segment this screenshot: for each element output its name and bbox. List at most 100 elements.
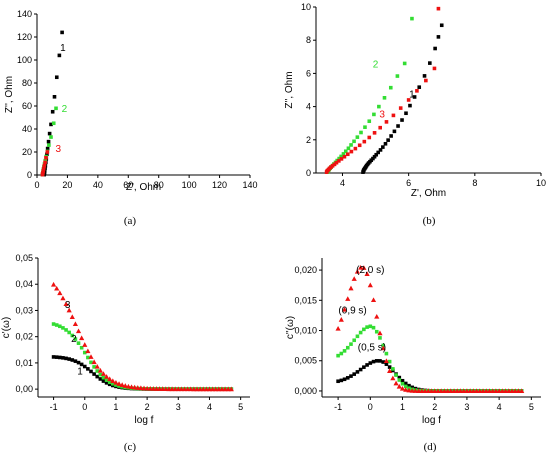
- data-point: [400, 381, 405, 386]
- data-point: [54, 355, 59, 359]
- data-point: [368, 324, 373, 329]
- x-tick-label: 140: [242, 180, 257, 190]
- series-annotation: 2: [373, 60, 379, 71]
- series-annotation: 1: [409, 89, 415, 100]
- data-point: [391, 113, 396, 118]
- series-(0,9 s): [336, 324, 524, 393]
- series-3: [40, 150, 50, 177]
- data-point: [362, 327, 366, 332]
- data-point: [382, 96, 387, 100]
- y-tick-label: 0,005: [294, 356, 317, 366]
- data-point: [384, 351, 389, 356]
- data-point: [92, 372, 96, 376]
- data-point: [358, 264, 364, 270]
- y-axis-label: Z'', Ohm: [4, 76, 15, 113]
- data-point: [378, 125, 382, 130]
- data-point: [415, 89, 419, 93]
- data-point: [54, 285, 60, 291]
- data-point: [376, 150, 381, 155]
- x-tick-label: 0: [368, 402, 373, 412]
- data-point: [75, 328, 82, 334]
- data-point: [352, 338, 357, 343]
- data-point: [359, 130, 363, 135]
- data-point: [393, 380, 399, 386]
- x-tick-label: 1: [113, 402, 118, 412]
- data-point: [381, 343, 385, 348]
- data-point: [406, 98, 411, 102]
- data-point: [94, 363, 100, 369]
- x-tick-label: 3: [464, 402, 469, 412]
- data-point: [104, 378, 109, 382]
- data-point: [336, 353, 340, 358]
- data-point: [432, 66, 437, 71]
- data-point: [86, 367, 90, 371]
- data-point: [46, 139, 51, 144]
- data-point: [367, 135, 372, 140]
- data-point: [103, 374, 110, 379]
- data-point: [372, 112, 376, 117]
- data-point: [101, 379, 106, 383]
- data-point: [51, 121, 56, 126]
- axes: 4 6 8 10 0 2 4 6 8 10 Z', Ohm Z'', Ohm: [284, 2, 546, 199]
- data-point: [69, 314, 75, 320]
- data-point: [410, 385, 414, 390]
- y-tick-label: 6: [306, 68, 311, 78]
- data-point: [377, 104, 381, 109]
- data-point: [91, 359, 97, 365]
- data-point: [51, 355, 56, 359]
- data-point: [128, 384, 135, 390]
- y-tick-label: 10: [301, 2, 311, 12]
- data-point: [355, 334, 360, 339]
- x-tick-label: 5: [529, 402, 534, 412]
- data-point: [364, 271, 370, 276]
- x-tick-label: -1: [334, 402, 342, 412]
- data-point: [104, 381, 109, 385]
- series-1: [361, 46, 437, 174]
- data-point: [397, 375, 402, 380]
- data-point: [346, 146, 351, 151]
- data-point: [79, 345, 84, 350]
- data-point: [76, 360, 81, 365]
- data-point: [54, 323, 59, 327]
- axes: 0 20 40 60 80 100 120 140 0 20 40 60 80 100 120 140 Z', …: [4, 9, 258, 193]
- data-point: [97, 367, 103, 373]
- data-point: [339, 351, 344, 356]
- series-annotation: 1: [60, 43, 66, 54]
- data-point: [374, 313, 380, 319]
- series-annotation: (0,5 s): [358, 342, 386, 353]
- data-point: [107, 376, 113, 382]
- data-point: [332, 162, 337, 167]
- y-tick-label: 0,000: [294, 386, 317, 396]
- data-point: [82, 342, 88, 347]
- data-point: [400, 378, 405, 383]
- data-point: [381, 145, 385, 149]
- data-point: [387, 368, 393, 373]
- data-point: [57, 53, 62, 58]
- panel-caption: (b): [423, 215, 436, 227]
- data-point: [135, 385, 141, 390]
- x-tick-label: 5: [238, 402, 243, 412]
- data-point: [95, 374, 100, 379]
- data-point: [334, 160, 339, 165]
- data-point: [86, 355, 90, 360]
- data-point: [384, 362, 389, 366]
- data-point: [70, 358, 75, 362]
- data-point: [44, 155, 48, 160]
- data-point: [107, 380, 112, 384]
- data-point: [378, 148, 383, 152]
- x-axis-label: Z', Ohm: [126, 182, 161, 193]
- data-point: [111, 381, 115, 386]
- data-point: [101, 375, 106, 380]
- data-point: [330, 164, 335, 168]
- data-point: [50, 281, 57, 287]
- data-point: [51, 322, 56, 326]
- data-point: [337, 159, 341, 163]
- x-tick-label: 120: [212, 180, 227, 190]
- data-point: [60, 30, 64, 35]
- y-tick-label: 100: [17, 55, 32, 65]
- series-annotation: 2: [71, 334, 77, 345]
- data-point: [378, 359, 382, 363]
- data-point: [394, 373, 398, 377]
- x-tick-label: 100: [182, 180, 197, 190]
- data-point: [358, 330, 363, 335]
